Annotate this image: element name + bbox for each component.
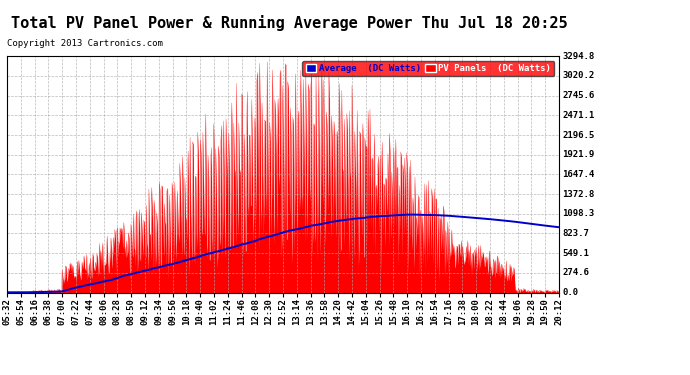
Text: Copyright 2013 Cartronics.com: Copyright 2013 Cartronics.com: [7, 39, 163, 48]
Text: 2471.1: 2471.1: [562, 111, 595, 120]
Text: 1647.4: 1647.4: [562, 170, 595, 179]
Text: 1372.8: 1372.8: [562, 190, 595, 199]
Text: 549.1: 549.1: [562, 249, 589, 258]
Text: 2745.6: 2745.6: [562, 91, 595, 100]
Text: 0.0: 0.0: [562, 288, 578, 297]
Text: 823.7: 823.7: [562, 229, 589, 238]
Text: 2196.5: 2196.5: [562, 130, 595, 140]
Text: 1098.3: 1098.3: [562, 209, 595, 218]
Text: 3294.8: 3294.8: [562, 52, 595, 61]
Text: 3020.2: 3020.2: [562, 72, 595, 81]
Text: 1921.9: 1921.9: [562, 150, 595, 159]
Legend: Average  (DC Watts), PV Panels  (DC Watts): Average (DC Watts), PV Panels (DC Watts): [302, 61, 554, 76]
Text: Total PV Panel Power & Running Average Power Thu Jul 18 20:25: Total PV Panel Power & Running Average P…: [12, 15, 568, 31]
Text: 274.6: 274.6: [562, 268, 589, 277]
